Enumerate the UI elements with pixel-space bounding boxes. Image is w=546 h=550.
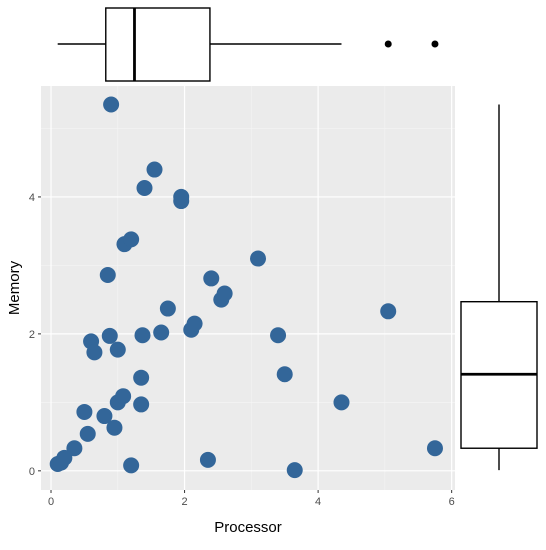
y-axis-title: Memory bbox=[6, 260, 23, 315]
data-point bbox=[173, 188, 190, 205]
data-point bbox=[136, 180, 153, 197]
data-point bbox=[159, 300, 176, 317]
data-point bbox=[76, 403, 93, 420]
axis-ticks: 0 2 4 6 0 2 4 bbox=[29, 192, 455, 508]
data-points bbox=[49, 96, 443, 479]
x-box-outlier bbox=[384, 40, 392, 48]
data-point bbox=[103, 96, 120, 113]
x-box-iqr bbox=[105, 7, 211, 82]
data-point bbox=[203, 270, 220, 287]
data-point bbox=[86, 344, 103, 361]
x-axis-title: Processor bbox=[214, 519, 282, 536]
data-point bbox=[286, 462, 303, 479]
data-point bbox=[99, 266, 116, 283]
data-point bbox=[96, 408, 113, 425]
data-point bbox=[56, 449, 73, 466]
x-tick-label: 4 bbox=[315, 496, 321, 508]
y-marginal-boxplot bbox=[460, 104, 538, 471]
x-marginal-boxplot bbox=[57, 7, 439, 82]
data-point bbox=[133, 369, 150, 386]
x-tick-label: 6 bbox=[449, 496, 455, 508]
x-tick-label: 0 bbox=[48, 496, 54, 508]
data-point bbox=[133, 396, 150, 413]
y-tick-label: 2 bbox=[29, 329, 35, 341]
data-point bbox=[199, 451, 216, 468]
data-point bbox=[79, 425, 96, 442]
y-tick-label: 4 bbox=[29, 192, 35, 204]
data-point bbox=[123, 457, 140, 474]
data-point bbox=[146, 161, 163, 178]
data-point bbox=[109, 341, 126, 358]
data-point bbox=[216, 285, 233, 302]
data-point bbox=[153, 324, 170, 341]
plot-panel bbox=[41, 86, 455, 490]
data-point bbox=[186, 315, 203, 332]
data-point bbox=[333, 394, 350, 411]
data-point bbox=[250, 250, 267, 267]
data-point bbox=[426, 440, 443, 457]
data-point bbox=[66, 440, 83, 457]
data-point bbox=[123, 231, 140, 248]
data-point bbox=[270, 327, 287, 344]
data-point bbox=[134, 327, 151, 344]
data-point bbox=[115, 388, 132, 405]
data-point bbox=[106, 419, 123, 436]
x-tick-label: 2 bbox=[182, 496, 188, 508]
data-point bbox=[276, 366, 293, 383]
x-box-outlier bbox=[431, 40, 439, 48]
y-tick-label: 0 bbox=[29, 466, 35, 478]
data-point bbox=[380, 303, 397, 320]
data-point bbox=[101, 327, 118, 344]
